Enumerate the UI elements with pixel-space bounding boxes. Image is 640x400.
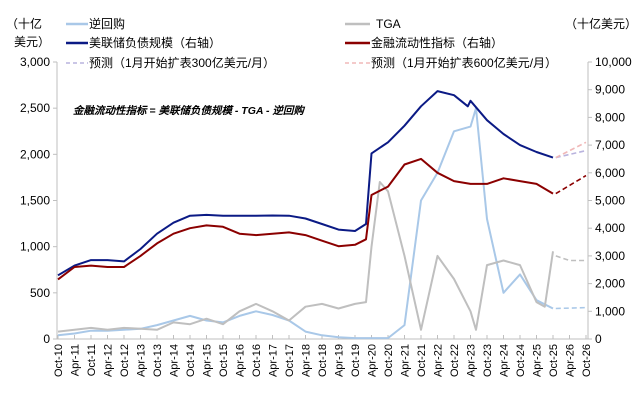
x-tick-label: Apr-22 (433, 344, 445, 377)
x-tick-label: Oct-16 (251, 344, 263, 377)
x-tick-label: Oct-14 (185, 344, 197, 377)
right-tick-label: 3,000 (595, 249, 625, 263)
x-tick-label: Apr-21 (400, 344, 412, 377)
left-tick-label: 1,500 (20, 194, 50, 208)
left-tick-label: 1,000 (20, 240, 50, 254)
x-tick-label: Apr-24 (499, 344, 511, 377)
x-tick-label: Apr-19 (334, 344, 346, 377)
right-tick-label: 5,000 (595, 194, 625, 208)
x-tick-label: Apr-11 (70, 344, 82, 376)
x-tick-label: Apr-26 (565, 344, 577, 377)
x-tick-label: Apr-14 (169, 344, 181, 377)
right-tick-label: 10,000 (595, 55, 632, 69)
legend-label-tga: TGA (376, 17, 401, 31)
left-tick-label: 2,000 (20, 147, 50, 161)
x-tick-label: Oct-13 (152, 344, 164, 377)
x-tick-label: Apr-18 (301, 344, 313, 377)
x-tick-label: Oct-24 (515, 344, 527, 377)
x-tick-label: Oct-21 (416, 344, 428, 377)
legend-label-rrp: 逆回购 (89, 16, 125, 31)
x-tick-label: Oct-25 (548, 344, 560, 377)
right-tick-label: 1,000 (595, 304, 625, 318)
left-tick-label: 500 (30, 286, 50, 300)
legend-label-fed: 美联储负债规模（右轴） (89, 35, 221, 50)
left-tick-label: 0 (43, 332, 50, 346)
series-line-2 (57, 90, 554, 277)
series-line-3 (57, 157, 554, 281)
x-tick-label: Oct-23 (482, 344, 494, 377)
series-line-7 (555, 255, 586, 262)
x-tick-label: Oct-20 (383, 344, 395, 377)
x-tick-label: Oct-15 (218, 344, 230, 377)
x-tick-label: Oct-22 (449, 344, 461, 377)
series-line-4 (555, 149, 587, 159)
x-tick-label: Oct-26 (581, 344, 593, 377)
x-tick-label: Apr-25 (532, 344, 544, 377)
x-tick-label: Apr-12 (103, 344, 115, 377)
right-tick-label: 9,000 (595, 83, 625, 97)
right-tick-label: 4,000 (595, 221, 625, 235)
right-tick-label: 7,000 (595, 138, 625, 152)
series-line-0 (57, 107, 554, 340)
left-axis-title-line1: （十亿 (6, 16, 42, 31)
legend-label-forecast600: 预测（1月开始扩表600亿美元/月） (371, 55, 557, 70)
x-tick-label: Oct-11 (86, 344, 98, 376)
x-tick-label: Oct-17 (284, 344, 296, 377)
left-axis-title-line2: 美元） (14, 35, 50, 49)
legend-label-liquidity: 金融流动性指标（右轴） (371, 35, 503, 50)
legend: 逆回购 TGA 美联储负债规模（右轴） 金融流动性指标（右轴） 预测（1月开始扩… (66, 16, 557, 70)
series-line-1 (57, 181, 554, 333)
right-tick-label: 2,000 (595, 277, 625, 291)
series-line-8 (555, 306, 587, 310)
right-tick-label: 0 (595, 332, 602, 346)
left-tick-label: 3,000 (20, 55, 50, 69)
right-tick-label: 8,000 (595, 110, 625, 124)
x-tick-label: Apr-15 (202, 344, 214, 377)
right-tick-label: 6,000 (595, 166, 625, 180)
annotation: 金融流动性指标 = 美联储负债规模 - TGA - 逆回购 (73, 104, 305, 117)
x-tick-label: Apr-17 (268, 344, 280, 377)
series-line-5 (555, 141, 587, 159)
legend-label-forecast300: 预测（1月开始扩表300亿美元/月） (89, 55, 275, 70)
x-tick-label: Oct-10 (53, 344, 65, 377)
x-tick-label: Oct-12 (119, 344, 131, 377)
left-tick-label: 2,500 (20, 101, 50, 115)
x-tick-label: Apr-16 (235, 344, 247, 377)
x-tick-label: Apr-20 (367, 344, 379, 377)
series-line-6 (555, 174, 587, 195)
x-tick-label: Oct-18 (317, 344, 329, 377)
x-tick-label: Apr-13 (136, 344, 148, 377)
x-tick-label: Apr-23 (466, 344, 478, 377)
x-tick-label: Oct-19 (350, 344, 362, 377)
right-axis-title: （十亿美元） (565, 16, 637, 31)
